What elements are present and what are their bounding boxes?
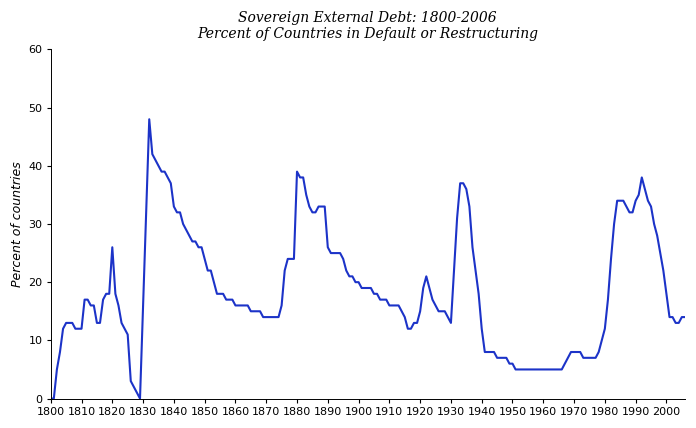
Title: Sovereign External Debt: 1800-2006
Percent of Countries in Default or Restructur: Sovereign External Debt: 1800-2006 Perce… — [197, 11, 538, 42]
Y-axis label: Percent of countries: Percent of countries — [11, 161, 24, 287]
